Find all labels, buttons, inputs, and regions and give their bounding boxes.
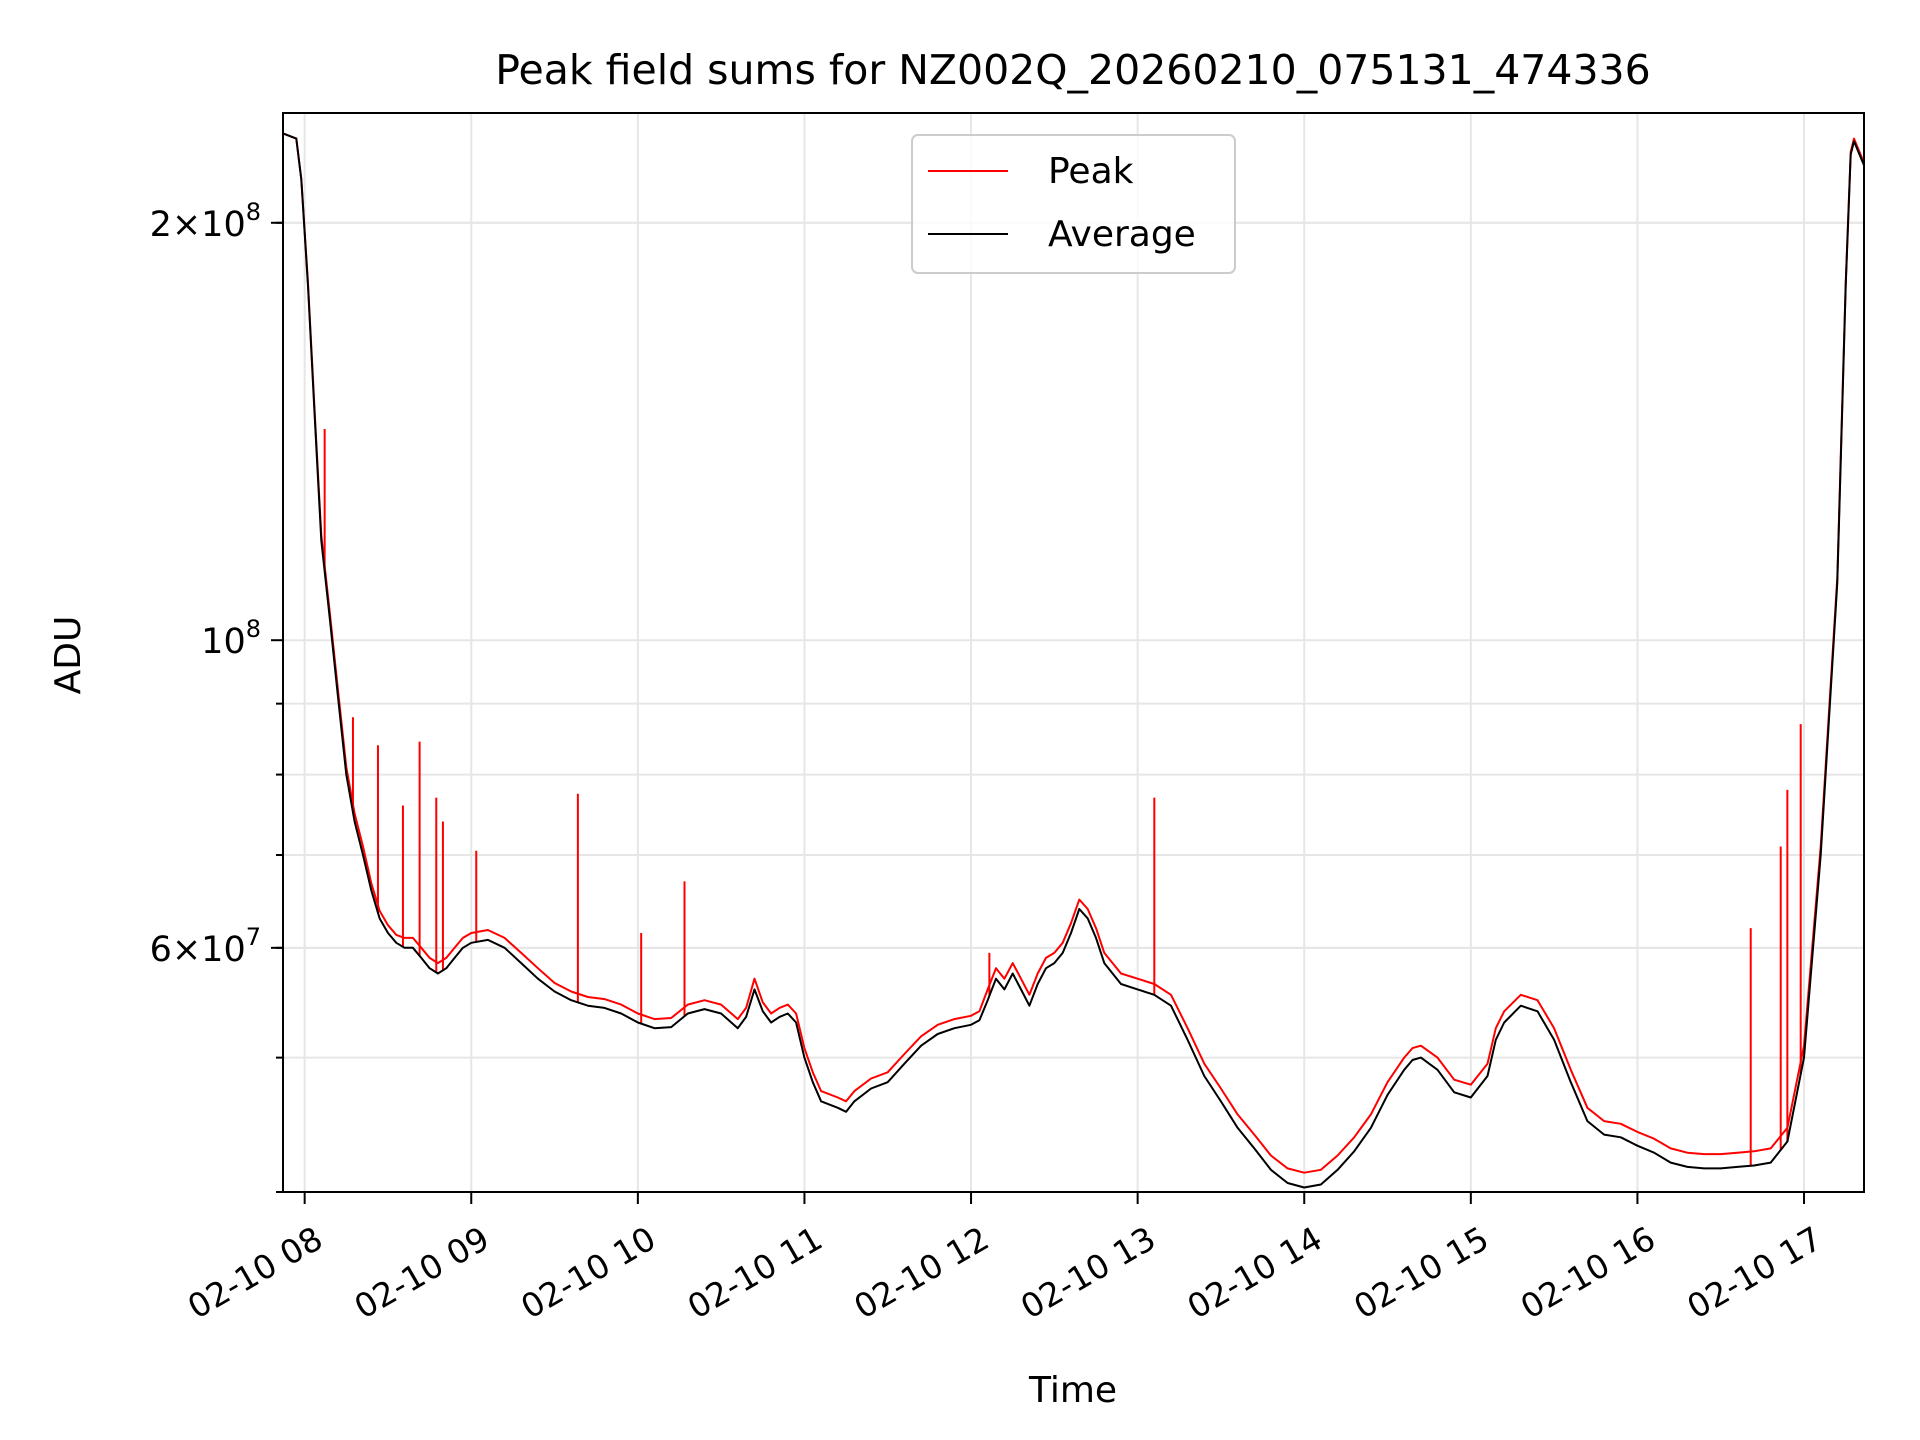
series-line-peak — [283, 132, 1864, 1174]
series-layer — [283, 132, 1864, 1189]
series-line-average — [283, 132, 1864, 1189]
legend: Peak Average — [911, 134, 1236, 274]
chart-title: Peak field sums for NZ002Q_20260210_0751… — [495, 46, 1650, 94]
y-tick-exponent: 7 — [246, 923, 261, 951]
y-tick-exponent: 8 — [246, 615, 261, 643]
y-tick-exponent: 8 — [246, 198, 261, 226]
y-tick-label: 108 — [201, 615, 261, 662]
legend-box — [911, 134, 1236, 274]
y-tick-mantissa: 6 — [150, 930, 172, 970]
legend-label-average: Average — [1048, 214, 1196, 255]
y-tick-label: 2×108 — [150, 198, 261, 245]
y-axis-label: ADU — [48, 616, 89, 695]
y-tick-label: 6×107 — [150, 923, 261, 970]
x-axis-label: Time — [1028, 1370, 1117, 1411]
legend-label-peak: Peak — [1048, 151, 1134, 192]
plot-frame — [282, 112, 1865, 1193]
y-tick-mantissa: 2 — [150, 205, 172, 245]
y-axis: 6×107 108 2×108 — [150, 198, 283, 1193]
